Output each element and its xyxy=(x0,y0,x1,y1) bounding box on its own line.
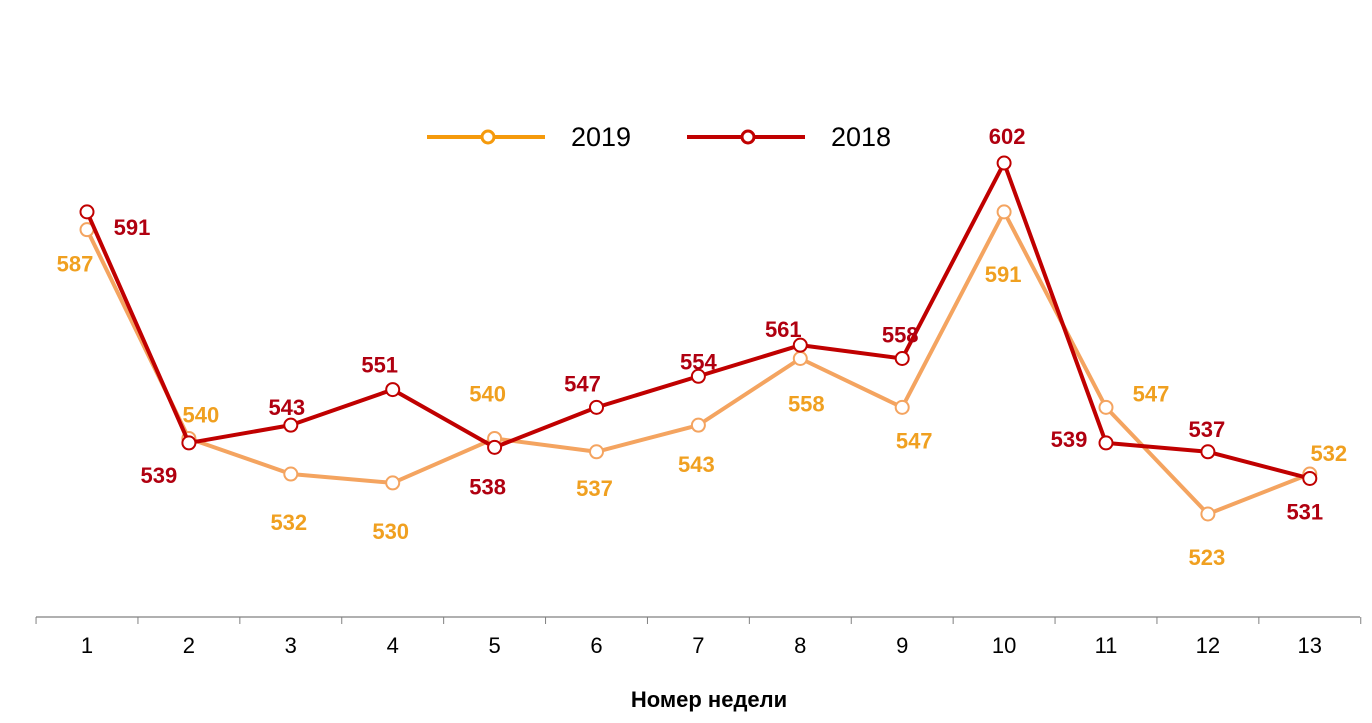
data-point-2018[interactable] xyxy=(996,155,1012,171)
data-label-2018: 538 xyxy=(469,474,506,499)
data-label-2019: 540 xyxy=(469,381,506,406)
data-label-2018: 558 xyxy=(882,322,919,347)
x-ticks xyxy=(35,617,1362,624)
x-tick-label: 7 xyxy=(692,633,704,658)
data-label-2018: 554 xyxy=(680,349,717,374)
data-point-2018[interactable] xyxy=(792,337,808,353)
data-label-2018: 591 xyxy=(114,215,151,240)
data-point-2018[interactable] xyxy=(1200,444,1216,460)
data-point-2019[interactable] xyxy=(792,350,808,366)
data-point-2018[interactable] xyxy=(1302,470,1318,486)
data-label-2019: 523 xyxy=(1189,545,1226,570)
data-label-2019: 532 xyxy=(1310,441,1347,466)
x-tick-label: 4 xyxy=(387,633,399,658)
data-label-2018: 539 xyxy=(141,463,178,488)
legend-marker-2018 xyxy=(740,129,756,145)
data-labels: 587 540 532 530 540 537 543 558 547 591 547 523 532 5… xyxy=(57,124,1348,570)
data-label-2018: 543 xyxy=(268,395,305,420)
data-label-2019: 587 xyxy=(57,252,94,277)
data-label-2018: 547 xyxy=(564,371,601,396)
x-tick-label: 13 xyxy=(1298,633,1322,658)
legend-item-2018[interactable]: 2018 xyxy=(687,122,891,152)
x-tick-label: 9 xyxy=(896,633,908,658)
data-point-2018[interactable] xyxy=(181,435,197,451)
data-point-2019[interactable] xyxy=(690,417,706,433)
data-label-2019: 547 xyxy=(896,428,933,453)
data-point-2019[interactable] xyxy=(996,204,1012,220)
data-label-2019: 591 xyxy=(985,262,1022,287)
data-label-2018: 537 xyxy=(1189,417,1226,442)
x-tick-label: 11 xyxy=(1095,633,1118,658)
data-label-2019: 540 xyxy=(183,402,220,427)
data-label-2019: 543 xyxy=(678,452,715,477)
legend-label-2019: 2019 xyxy=(571,122,631,152)
data-label-2018: 539 xyxy=(1051,427,1088,452)
data-point-2018[interactable] xyxy=(385,382,401,398)
data-point-2018[interactable] xyxy=(690,368,706,384)
x-tick-labels: 1 2 3 4 5 6 7 8 9 10 11 12 13 xyxy=(81,633,1322,658)
data-point-2018[interactable] xyxy=(894,350,910,366)
series-2018 xyxy=(79,155,1318,486)
data-point-2018[interactable] xyxy=(589,399,604,415)
data-label-2019: 547 xyxy=(1133,381,1170,406)
data-label-2018: 561 xyxy=(765,317,802,342)
x-axis-title: Номер недели xyxy=(631,687,787,712)
data-label-2018: 551 xyxy=(361,353,398,378)
data-label-2019: 532 xyxy=(270,510,307,535)
data-label-2019: 558 xyxy=(788,391,825,416)
data-point-2018[interactable] xyxy=(487,439,503,455)
x-tick-label: 5 xyxy=(488,633,500,658)
data-point-2018[interactable] xyxy=(79,204,95,220)
x-tick-label: 2 xyxy=(183,633,195,658)
legend-label-2018: 2018 xyxy=(831,122,891,152)
data-point-2019[interactable] xyxy=(589,444,604,460)
legend: 2019 2018 xyxy=(427,122,891,152)
data-point-2019[interactable] xyxy=(283,466,299,482)
x-tick-label: 8 xyxy=(794,633,806,658)
x-tick-label: 1 xyxy=(81,633,93,658)
x-tick-label: 3 xyxy=(285,633,297,658)
x-tick-label: 10 xyxy=(992,633,1016,658)
series-2019 xyxy=(79,204,1318,522)
data-point-2019[interactable] xyxy=(894,399,910,415)
data-point-2018[interactable] xyxy=(1098,435,1114,451)
legend-marker-2019 xyxy=(480,129,496,145)
x-tick-label: 12 xyxy=(1196,633,1220,658)
legend-item-2019[interactable]: 2019 xyxy=(427,122,631,152)
data-label-2018: 602 xyxy=(989,124,1026,149)
data-label-2018: 531 xyxy=(1286,499,1323,524)
series-layer xyxy=(79,155,1318,522)
data-label-2019: 537 xyxy=(576,476,613,501)
data-point-2019[interactable] xyxy=(385,475,401,491)
data-point-2019[interactable] xyxy=(1098,399,1114,415)
data-label-2019: 530 xyxy=(372,519,409,544)
data-point-2018[interactable] xyxy=(283,417,299,433)
x-tick-label: 6 xyxy=(590,633,602,658)
data-point-2019[interactable] xyxy=(1200,506,1216,522)
